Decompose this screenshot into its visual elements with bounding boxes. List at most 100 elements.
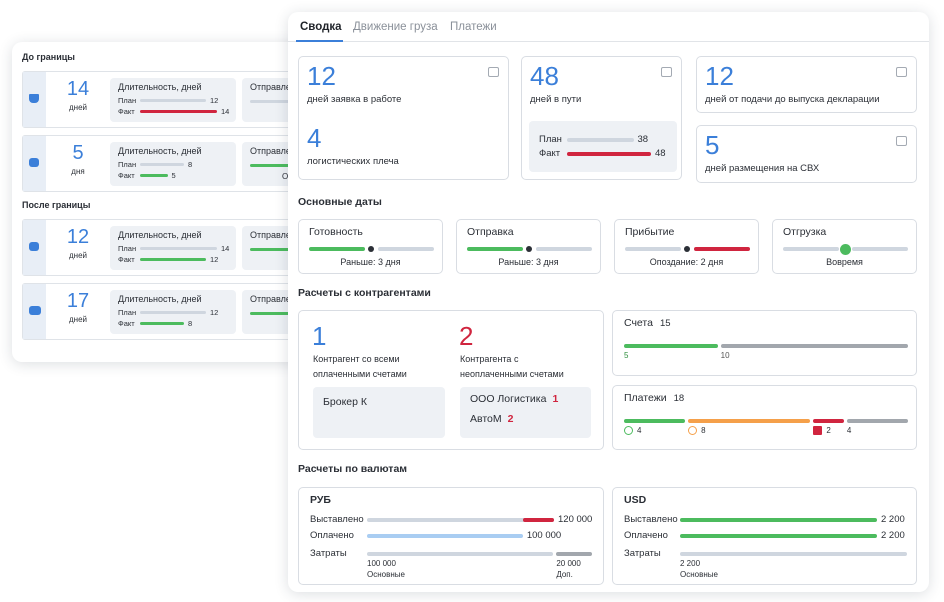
section-title: Основные даты [298, 196, 382, 208]
invoiced-bar [367, 518, 554, 522]
stage-row: 12 дней Длительность, дней План 14 Факт 12 Отпр… [22, 219, 368, 276]
duration-box: Длительность, дней План 14 Факт 12 [110, 226, 236, 270]
stage-icon-train [29, 158, 39, 167]
date-track [852, 247, 908, 251]
counterparty-item: АвтоМ 2 [470, 413, 513, 425]
stage-icon-strip [23, 136, 46, 191]
counterparty-label: Контрагента с неоплаченными счетами [460, 354, 564, 379]
stage-unit: дней [68, 315, 87, 324]
departure-title: Отправле [250, 146, 291, 156]
fact-label: Факт [539, 148, 561, 159]
invoiced-bar [680, 518, 877, 522]
date-dot [526, 246, 532, 252]
tab[interactable]: Движение груза [353, 21, 438, 33]
duration-box: Длительность, дней План 8 Факт 5 [110, 142, 236, 186]
date-name: Готовность [309, 226, 363, 238]
section-title: До границы [22, 52, 75, 62]
status-icon-slash [688, 426, 698, 435]
date-status: Раньше: 3 дня [498, 257, 559, 267]
section-title: Расчеты с контрагентами [298, 287, 431, 299]
summary-card: 48 дней в пути План 38 Факт 48 [521, 56, 682, 180]
segment-label: 10 [720, 351, 730, 360]
plan-value: 14 [221, 244, 230, 253]
row-label: Выставлено [624, 514, 678, 525]
counterparty-box: Брокер К [313, 387, 445, 438]
summary-value: 48 [530, 61, 559, 91]
plan-bar [140, 99, 206, 102]
card-icon [896, 136, 907, 146]
segment-label: 8 [701, 426, 706, 435]
departure-title: Отправле [250, 230, 291, 240]
unpaid-part [522, 518, 554, 522]
status-icon-warn [813, 426, 823, 435]
tab-indicator [296, 40, 343, 42]
cost-label: Доп. [556, 570, 573, 579]
fact-label: Факт [118, 255, 135, 264]
date-track [378, 247, 434, 251]
card-title-text: Платежи [624, 392, 667, 404]
segment-label: 5 [624, 351, 629, 360]
fact-bar [140, 110, 217, 113]
stage-days: 12 [66, 226, 90, 248]
summary-card: 12 дней от подачи до выпуска декларации [696, 56, 917, 113]
counterparty-count: 1 [312, 321, 327, 351]
plan-label: План [118, 160, 137, 169]
counterparty-name: АвтоМ [470, 413, 502, 425]
summary-card: 5 дней размещения на СВХ [696, 125, 917, 183]
date-status: Вовремя [826, 257, 863, 267]
stage-row: 5 дня Длительность, дней План 8 Факт 5 Отправле… [22, 135, 368, 192]
date-status: Опоздание: 2 дня [649, 257, 724, 267]
plan-fact-box: План 38 Факт 48 [529, 121, 677, 172]
segment [813, 419, 844, 423]
segment [624, 344, 718, 348]
cost-bar [367, 552, 554, 556]
cost-value: 2 200 [680, 559, 701, 568]
paid-bar [680, 534, 877, 538]
fact-value: 5 [171, 171, 176, 180]
counterparty-unpaid: 2 [507, 413, 514, 425]
cost-value: 100 000 [367, 559, 396, 568]
row-label: Оплачено [624, 530, 668, 541]
summary-value: 12 [705, 61, 734, 91]
row-label: Выставлено [310, 514, 364, 525]
stage-days: 14 [66, 78, 90, 100]
date-card: Готовность Раньше: 3 дня [298, 219, 443, 274]
stage-icon-truck [29, 306, 41, 315]
row-value: 120 000 [558, 514, 593, 525]
duration-title: Длительность, дней [118, 82, 202, 92]
currency-name: USD [624, 494, 647, 506]
departure-track [250, 312, 310, 315]
stage-unit: дня [71, 167, 85, 176]
plan-value: 8 [188, 160, 193, 169]
summary-value: 5 [705, 130, 720, 160]
duration-box: Длительность, дней План 12 Факт 8 [110, 290, 236, 334]
tab[interactable]: Платежи [450, 21, 497, 33]
summary-label: дней в пути [530, 94, 582, 105]
segment-label: 4 [637, 426, 642, 435]
counterparty-name: Брокер К [323, 396, 367, 408]
date-dot [368, 246, 374, 252]
date-dot [684, 246, 690, 252]
row-value: 2 200 [881, 530, 905, 541]
date-status: Раньше: 3 дня [340, 257, 401, 267]
plan-label: План [118, 96, 137, 105]
segment [688, 419, 811, 423]
fact-bar [567, 152, 651, 156]
plan-label: План [118, 308, 137, 317]
date-card: Отправка Раньше: 3 дня [456, 219, 601, 274]
plan-bar [567, 138, 634, 142]
back-panel: До границы 14 дней Длительность, дней План 12… [12, 42, 368, 362]
plan-value: 12 [210, 96, 219, 105]
tab[interactable]: Сводка [300, 21, 342, 33]
stage-icon-ship [29, 94, 39, 103]
fact-bar [140, 322, 184, 325]
departure-track [250, 100, 310, 103]
summary-label: логистических плеча [307, 156, 399, 167]
summary-label: дней заявка в работе [307, 94, 402, 105]
counterparties-card: 1 Контрагент со всеми оплаченными счетами… [298, 310, 604, 450]
stage-days: 5 [72, 142, 84, 164]
row-value: 2 200 [881, 514, 905, 525]
row-label: Оплачено [310, 530, 354, 541]
